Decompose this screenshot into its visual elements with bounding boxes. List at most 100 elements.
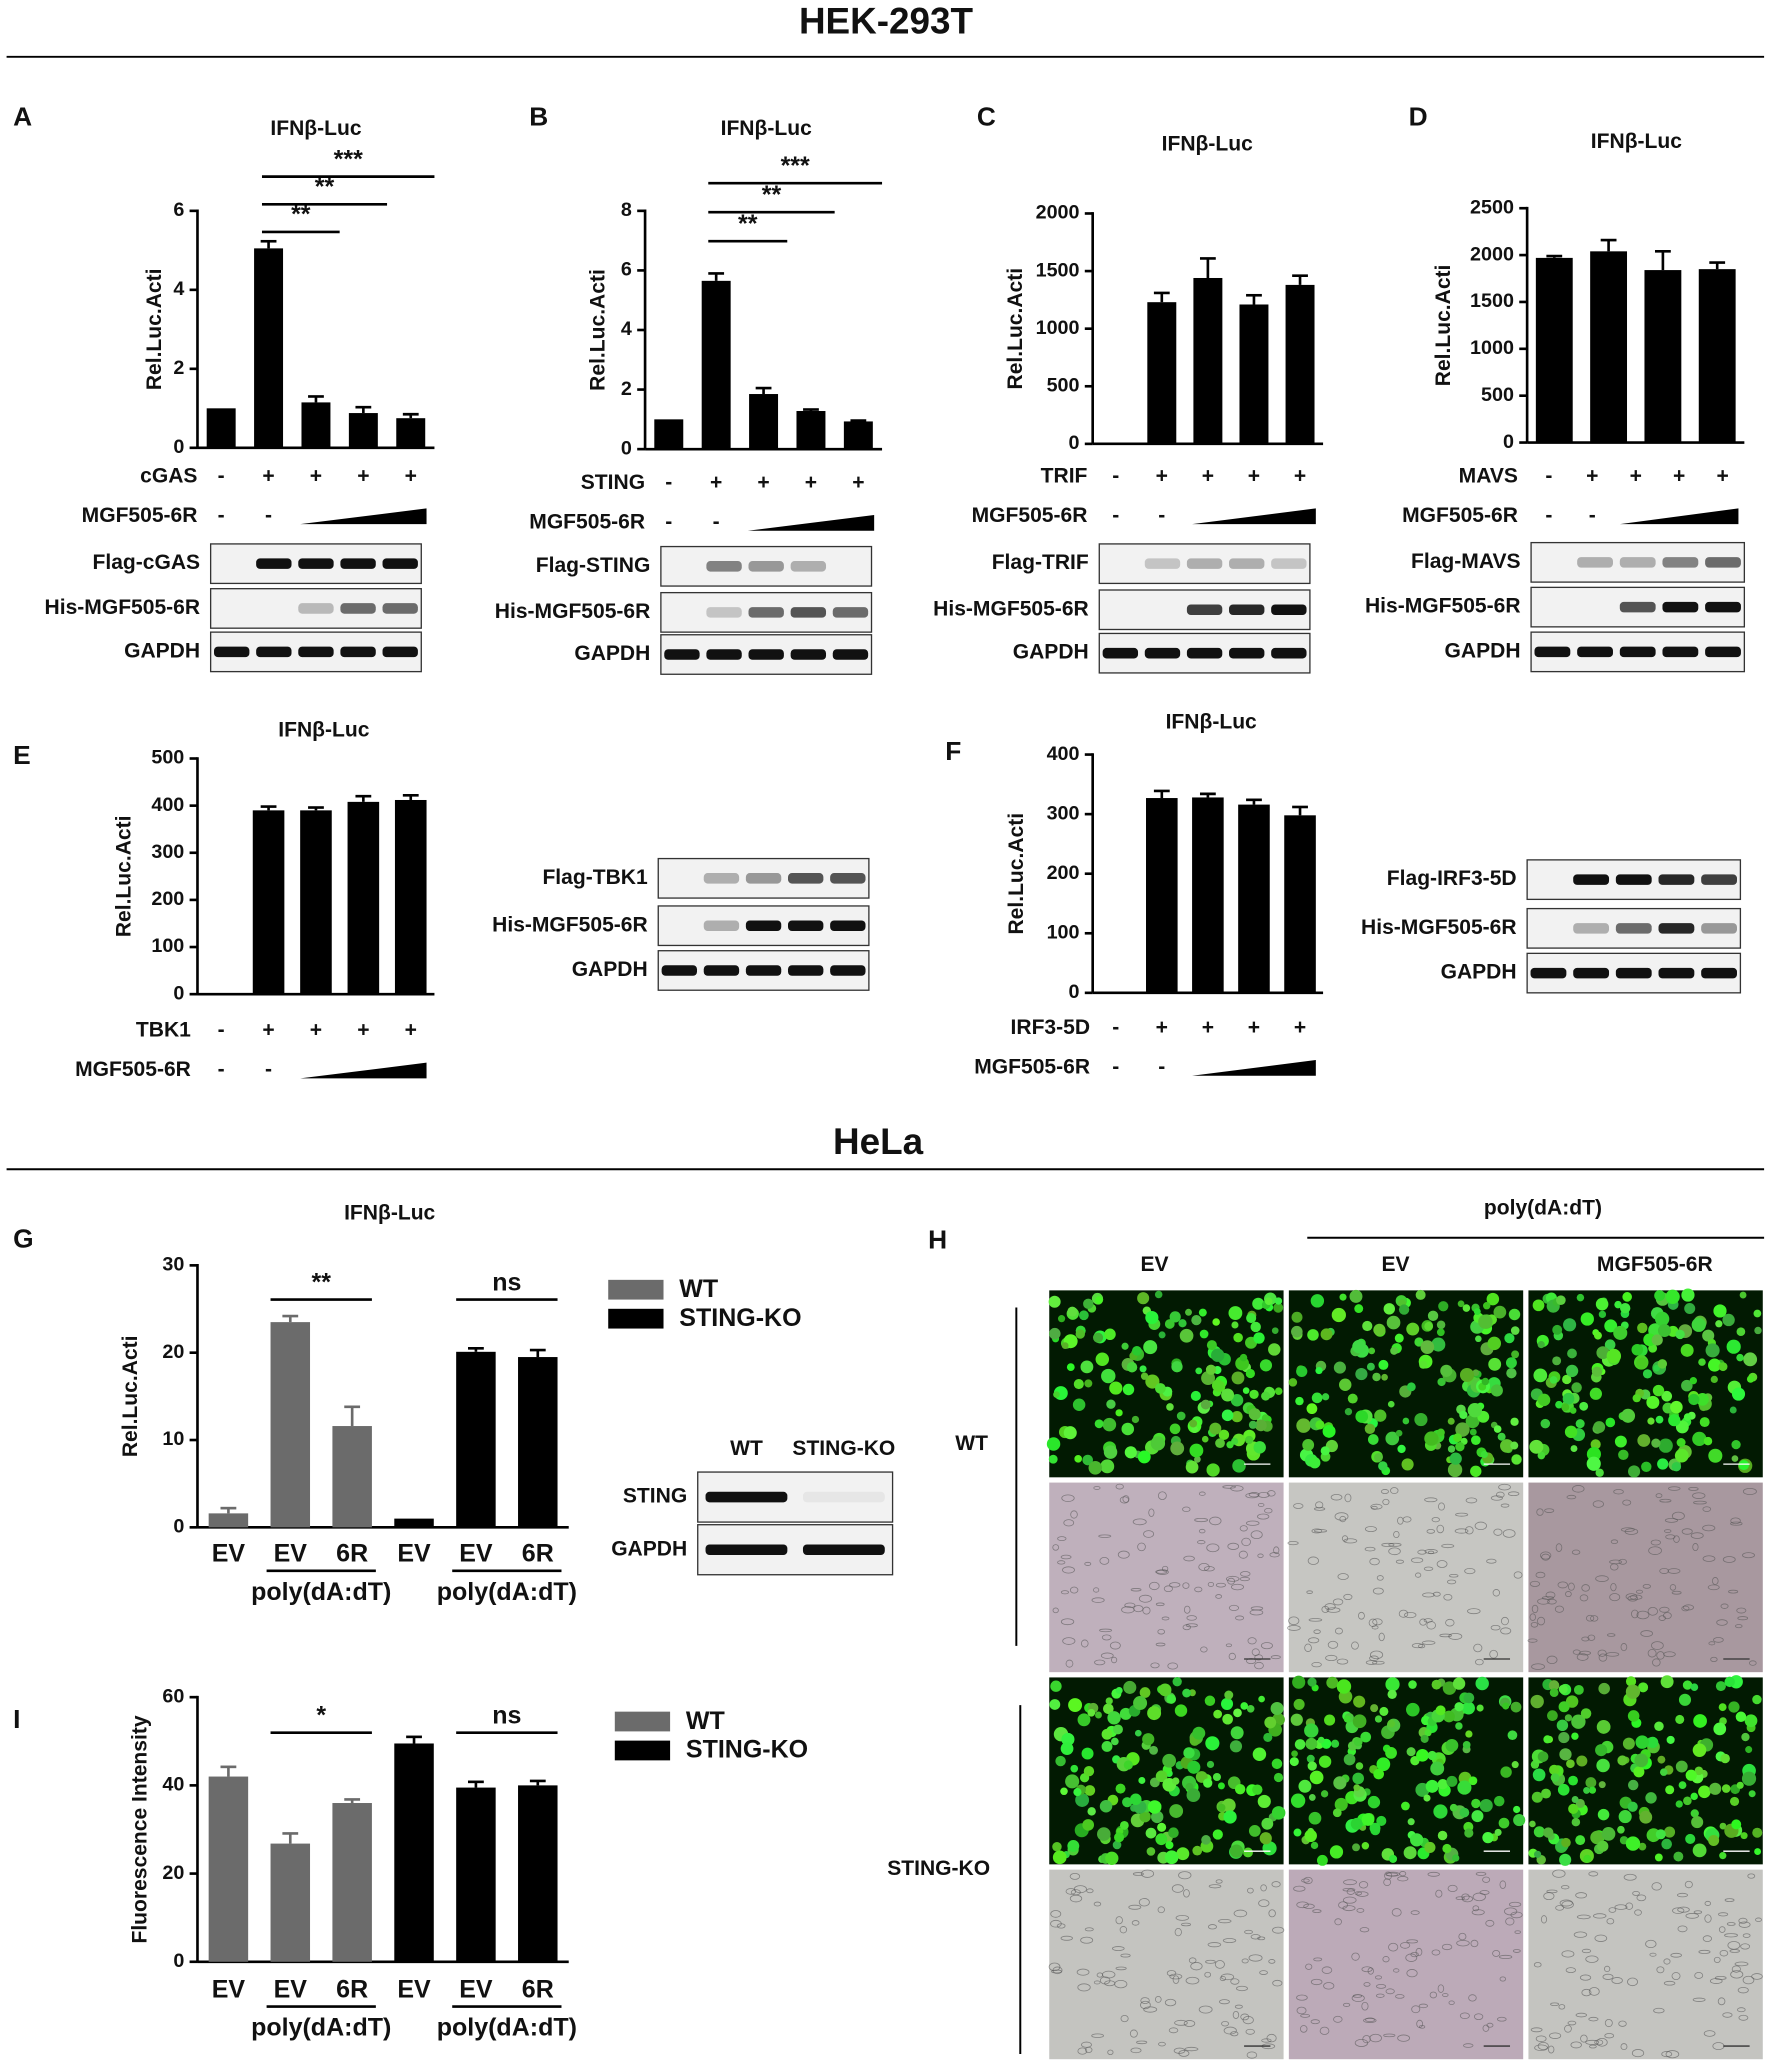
cell xyxy=(1693,1910,1703,1914)
cell xyxy=(1121,1342,1129,1350)
cell xyxy=(1200,1399,1211,1410)
cell xyxy=(1598,1310,1607,1319)
cell xyxy=(1198,1308,1207,1317)
cell xyxy=(1688,1486,1699,1491)
cell xyxy=(1558,1684,1568,1694)
cell xyxy=(1530,2027,1543,2033)
cell xyxy=(1513,1805,1521,1814)
cell xyxy=(1363,1982,1371,1987)
cell xyxy=(1555,1905,1565,1911)
blot-band xyxy=(1662,557,1699,568)
cell xyxy=(1364,1546,1376,1552)
bar xyxy=(206,408,236,448)
cell xyxy=(1510,1417,1519,1426)
blot-band xyxy=(1530,967,1567,979)
cell xyxy=(1309,1770,1324,1785)
cell xyxy=(1378,1461,1388,1471)
cell xyxy=(1709,1782,1722,1795)
cell xyxy=(1544,1508,1555,1513)
y-tick-label: 10 xyxy=(162,1428,184,1450)
cell xyxy=(1374,1453,1383,1462)
cell xyxy=(1500,1503,1510,1508)
cell xyxy=(1419,1360,1428,1369)
cell xyxy=(1607,1633,1616,1637)
cell xyxy=(1592,1500,1604,1508)
cell xyxy=(1576,1653,1589,1661)
blot-band xyxy=(1573,874,1610,885)
cell xyxy=(1514,1930,1521,1934)
cell xyxy=(1229,1740,1243,1753)
condition-mark: - xyxy=(1545,504,1552,527)
cell xyxy=(1373,1768,1385,1780)
cell xyxy=(1467,1403,1483,1418)
cell xyxy=(1652,1384,1665,1397)
cell xyxy=(1395,1994,1405,1999)
cell xyxy=(1325,1654,1338,1662)
cell xyxy=(1270,1655,1281,1660)
cell xyxy=(1420,1734,1429,1743)
cell xyxy=(1172,1975,1180,1984)
cell xyxy=(1217,1782,1225,1790)
cell xyxy=(1130,1588,1142,1592)
cell xyxy=(1575,1892,1588,1899)
cell xyxy=(1249,1609,1264,1616)
cell xyxy=(1069,1586,1079,1594)
cell xyxy=(1490,1624,1501,1631)
condition-mark: + xyxy=(1156,1016,1168,1039)
condition-mark: + xyxy=(357,464,369,487)
cell xyxy=(1471,1909,1485,1916)
cell xyxy=(1206,1340,1217,1351)
cell xyxy=(1675,1329,1685,1340)
cell xyxy=(1115,1409,1123,1417)
cell xyxy=(1664,1529,1672,1533)
cell xyxy=(1158,1331,1166,1339)
cell xyxy=(1461,1895,1474,1903)
cell xyxy=(1323,1982,1335,1990)
cell xyxy=(1273,1302,1284,1313)
cell xyxy=(1478,1314,1493,1329)
cell xyxy=(1445,1739,1459,1752)
cell xyxy=(1400,1942,1411,1949)
cell xyxy=(1636,1610,1650,1620)
y-tick-label: 2 xyxy=(621,378,632,400)
chart-title: IFNβ-Luc xyxy=(278,718,369,741)
cell xyxy=(1596,1720,1611,1734)
cell xyxy=(1339,1293,1347,1301)
cell xyxy=(1642,1369,1653,1379)
condition-mark: + xyxy=(1294,464,1306,487)
cell xyxy=(1157,1628,1165,1635)
cell xyxy=(1260,1884,1267,1892)
cell xyxy=(1092,1332,1104,1343)
cell xyxy=(1617,1825,1625,1834)
cell xyxy=(1362,2035,1371,2044)
cell xyxy=(1103,1703,1114,1715)
cell xyxy=(1240,1571,1251,1577)
cell xyxy=(1510,1911,1523,1919)
cell xyxy=(1074,1455,1082,1463)
condition-mark: - xyxy=(218,464,225,487)
cell xyxy=(1082,1454,1094,1466)
cell xyxy=(1374,1409,1387,1422)
cell xyxy=(1122,1383,1135,1396)
cell xyxy=(1570,2041,1582,2049)
blot-label: Flag-TRIF xyxy=(992,551,1089,574)
cell xyxy=(1293,1698,1305,1710)
cell xyxy=(1248,1954,1263,1962)
cell xyxy=(1715,1320,1723,1328)
cell xyxy=(1411,2005,1421,2014)
cell xyxy=(1668,1414,1681,1427)
cell xyxy=(1527,1638,1538,1643)
bar xyxy=(332,1803,372,1962)
cell xyxy=(1436,1320,1446,1330)
cell xyxy=(1111,1656,1118,1664)
x-tick-label: 6R xyxy=(336,1975,368,2003)
cell xyxy=(1692,1492,1706,1499)
cell xyxy=(1220,1697,1234,1710)
cell xyxy=(1200,1646,1208,1653)
condition-mark: + xyxy=(1673,464,1685,487)
cell xyxy=(1055,1755,1066,1767)
cell xyxy=(1322,1424,1336,1438)
cell xyxy=(1627,1779,1639,1791)
cell xyxy=(1455,1512,1469,1517)
cell xyxy=(1482,1876,1491,1883)
